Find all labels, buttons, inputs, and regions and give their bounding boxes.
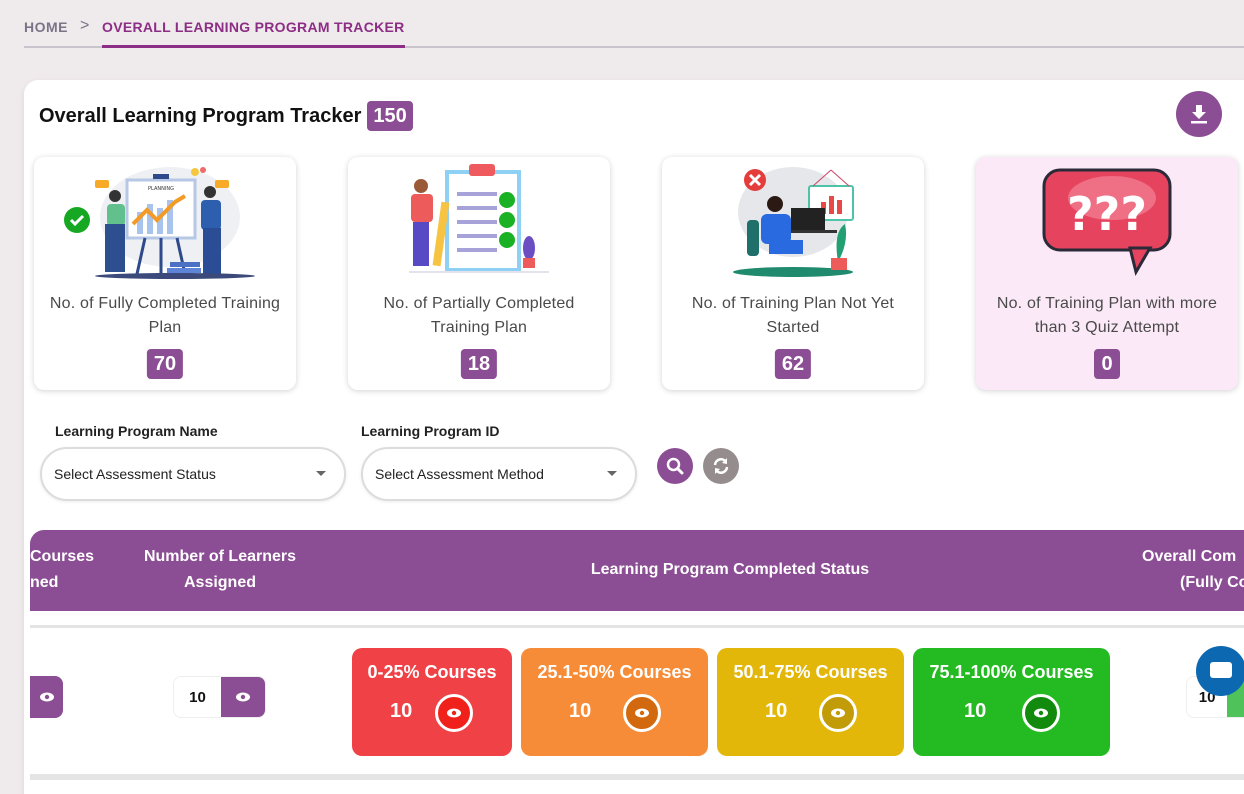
refresh-icon	[713, 458, 729, 474]
program-name-label: Learning Program Name	[55, 423, 218, 439]
header-text: ned	[30, 574, 59, 591]
stat-card-fully-completed[interactable]: PLANNING	[34, 157, 296, 390]
view-courses-assigned-button[interactable]	[30, 676, 63, 718]
program-name-select[interactable]: Select Assessment Status	[40, 447, 346, 501]
total-count-badge: 150	[367, 101, 413, 131]
bucket-label: 75.1-100% Courses	[929, 662, 1094, 682]
header-text: (Fully Co	[1180, 574, 1244, 591]
view-bucket-button[interactable]	[1022, 694, 1060, 732]
eye-icon	[236, 692, 250, 702]
header-overall-completion: Overall Com (Fully Co	[1142, 544, 1244, 596]
bucket-label: 0-25% Courses	[367, 662, 497, 682]
download-button[interactable]	[1176, 91, 1222, 137]
svg-text:???: ???	[1067, 187, 1147, 241]
stat-card-partially-completed[interactable]: No. of Partially Completed Training Plan…	[348, 157, 610, 390]
learners-assigned-count: 10	[174, 677, 221, 717]
status-bucket-0-25: 0-25% Courses 10	[352, 648, 512, 756]
view-learners-button[interactable]	[221, 677, 265, 717]
breadcrumb: HOME > OVERALL LEARNING PROGRAM TRACKER	[24, 0, 1244, 48]
breadcrumb-chevron-icon: >	[80, 17, 90, 34]
header-text: Courses	[30, 548, 95, 565]
breadcrumb-current[interactable]: OVERALL LEARNING PROGRAM TRACKER	[102, 19, 405, 35]
status-bucket-25-50: 25.1-50% Courses 10	[521, 648, 708, 756]
row-divider	[30, 774, 1244, 780]
program-name-placeholder: Select Assessment Status	[54, 466, 216, 482]
search-icon	[666, 457, 684, 475]
chevron-down-icon	[607, 471, 617, 476]
question-bubble-illustration: ???	[976, 162, 1238, 280]
stat-label: No. of Partially Completed Training Plan	[383, 295, 575, 336]
bucket-label: 25.1-50% Courses	[537, 662, 692, 682]
bucket-count: 10	[390, 700, 413, 722]
stat-value-badge: 62	[774, 349, 812, 379]
download-icon	[1191, 105, 1207, 124]
header-courses-assigned: Courses ned	[30, 544, 94, 596]
page-title-text: Overall Learning Program Tracker	[39, 104, 362, 127]
breadcrumb-home-link[interactable]: HOME	[24, 19, 68, 35]
page-title: Overall Learning Program Tracker 150	[39, 101, 413, 131]
reset-button[interactable]	[703, 448, 739, 484]
table-header: Courses ned Number of Learners Assigned …	[30, 530, 1244, 611]
header-text: Number of Learners	[143, 548, 297, 565]
row-divider	[30, 625, 1244, 628]
bucket-count: 10	[765, 700, 788, 722]
stat-card-not-started[interactable]: No. of Training Plan Not Yet Started 62	[662, 157, 924, 390]
stat-label: No. of Fully Completed Training Plan	[49, 295, 281, 336]
stat-label: No. of Training Plan with more than 3 Qu…	[996, 295, 1218, 336]
header-text: Overall Com	[1142, 548, 1237, 565]
eye-icon	[1034, 708, 1048, 718]
bucket-label: 50.1-75% Courses	[733, 662, 888, 682]
program-id-placeholder: Select Assessment Method	[375, 466, 544, 482]
stat-label: No. of Training Plan Not Yet Started	[691, 295, 895, 336]
svg-text:PLANNING: PLANNING	[148, 186, 174, 192]
header-learners-assigned: Number of Learners Assigned	[134, 544, 306, 596]
active-tab-underline	[102, 45, 405, 48]
tracker-panel: Overall Learning Program Tracker 150 PLA…	[24, 80, 1244, 794]
header-text: Assigned	[183, 574, 256, 591]
stat-value-badge: 18	[460, 349, 498, 379]
eye-icon	[831, 708, 845, 718]
program-id-label: Learning Program ID	[361, 423, 500, 439]
chevron-down-icon	[316, 471, 326, 476]
view-bucket-button[interactable]	[623, 694, 661, 732]
learners-assigned-cell: 10	[173, 676, 266, 718]
stat-card-quiz-attempts[interactable]: ??? No. of Training Plan with more than …	[976, 157, 1238, 390]
stat-value-badge: 0	[1094, 349, 1120, 379]
planning-presentation-illustration: PLANNING	[34, 162, 296, 280]
chat-icon	[1210, 662, 1232, 678]
check-circle-icon	[64, 207, 90, 233]
checklist-clipboard-illustration	[348, 162, 610, 280]
chat-support-button[interactable]	[1196, 646, 1244, 696]
view-bucket-button[interactable]	[819, 694, 857, 732]
bucket-count: 10	[964, 700, 987, 722]
eye-icon	[635, 708, 649, 718]
eye-icon	[447, 708, 461, 718]
stressed-worker-illustration	[662, 162, 924, 280]
view-bucket-button[interactable]	[435, 694, 473, 732]
stat-value-badge: 70	[146, 349, 184, 379]
search-button[interactable]	[657, 448, 693, 484]
eye-icon	[39, 692, 54, 702]
bucket-count: 10	[569, 700, 592, 722]
status-bucket-75-100: 75.1-100% Courses 10	[913, 648, 1110, 756]
status-bucket-50-75: 50.1-75% Courses 10	[717, 648, 904, 756]
program-id-select[interactable]: Select Assessment Method	[361, 447, 637, 501]
header-completed-status: Learning Program Completed Status	[590, 561, 870, 578]
